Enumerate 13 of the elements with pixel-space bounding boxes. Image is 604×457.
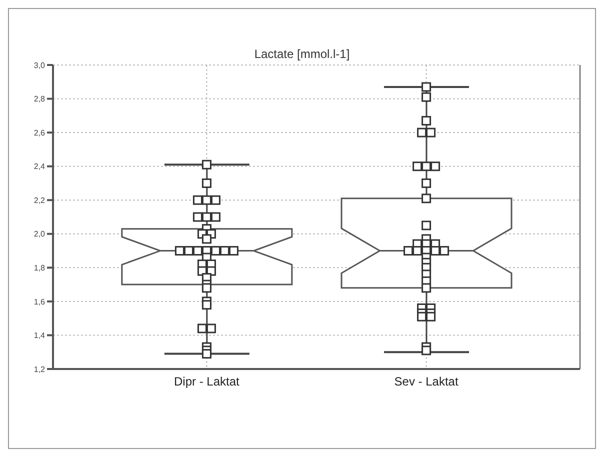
chart-title: Lactate [mmol.l-1] [253, 47, 351, 61]
y-tick-label: 2,4 [34, 162, 46, 172]
y-tick-label: 3,0 [34, 60, 46, 70]
y-tick-label: 1,8 [34, 264, 46, 273]
y-tick-label: 2,2 [34, 196, 46, 205]
x-tick-label: Dipr - Laktat [174, 374, 240, 389]
y-tick-label: 2,6 [34, 128, 46, 138]
y-tick-label: 2,8 [34, 94, 46, 104]
y-tick-label: 1,2 [34, 364, 46, 374]
x-tick-label: Sev - Laktat [394, 374, 459, 389]
y-tick-label: 1,4 [34, 331, 46, 340]
y-tick-label: 1,6 [34, 297, 46, 306]
y-tick-label: 2,0 [34, 230, 46, 239]
